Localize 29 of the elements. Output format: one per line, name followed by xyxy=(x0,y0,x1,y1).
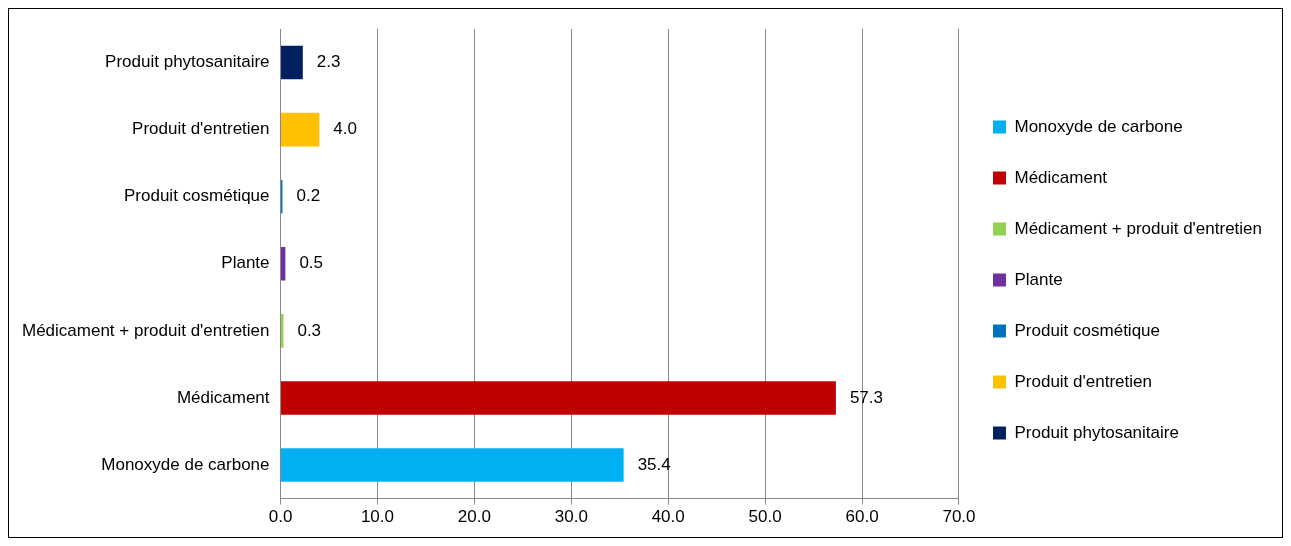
legend-label: Monoxyde de carbone xyxy=(1014,116,1183,136)
y-tick-label: Produit phytosanitaire xyxy=(105,52,270,72)
y-tick-label: Produit cosmétique xyxy=(124,186,270,206)
y-tick-label: Médicament + produit d'entretien xyxy=(22,320,270,340)
y-tick-label: Médicament xyxy=(176,387,270,407)
x-tick-label: 50.0 xyxy=(748,507,782,527)
legend-label: Plante xyxy=(1014,269,1063,289)
y-tick-label: Monoxyde de carbone xyxy=(101,454,270,474)
x-tick-label: 20.0 xyxy=(457,507,491,527)
data-label: 0.3 xyxy=(297,320,322,340)
legend-label: Médicament + produit d'entretien xyxy=(1014,218,1262,238)
x-tick-label: 40.0 xyxy=(651,507,685,527)
data-label: 0.2 xyxy=(296,186,321,206)
legend-label: Produit phytosanitaire xyxy=(1014,422,1179,442)
y-tick-label: Plante xyxy=(221,253,270,273)
legend-label: Médicament xyxy=(1014,167,1108,187)
data-label: 35.4 xyxy=(637,454,671,474)
y-tick-label: Produit d'entretien xyxy=(132,119,270,139)
x-tick-label: 10.0 xyxy=(360,507,394,527)
x-tick-label: 0.0 xyxy=(268,507,293,527)
legend-label: Produit cosmétique xyxy=(1014,320,1160,340)
data-label: 4.0 xyxy=(333,119,357,139)
legend-label: Produit d'entretien xyxy=(1014,371,1152,391)
x-tick-label: 70.0 xyxy=(942,507,976,527)
x-tick-label: 30.0 xyxy=(554,507,588,527)
x-tick-label: 60.0 xyxy=(845,507,879,527)
data-label: 0.5 xyxy=(299,253,324,273)
data-label: 2.3 xyxy=(316,52,341,72)
data-label: 57.3 xyxy=(849,387,883,407)
